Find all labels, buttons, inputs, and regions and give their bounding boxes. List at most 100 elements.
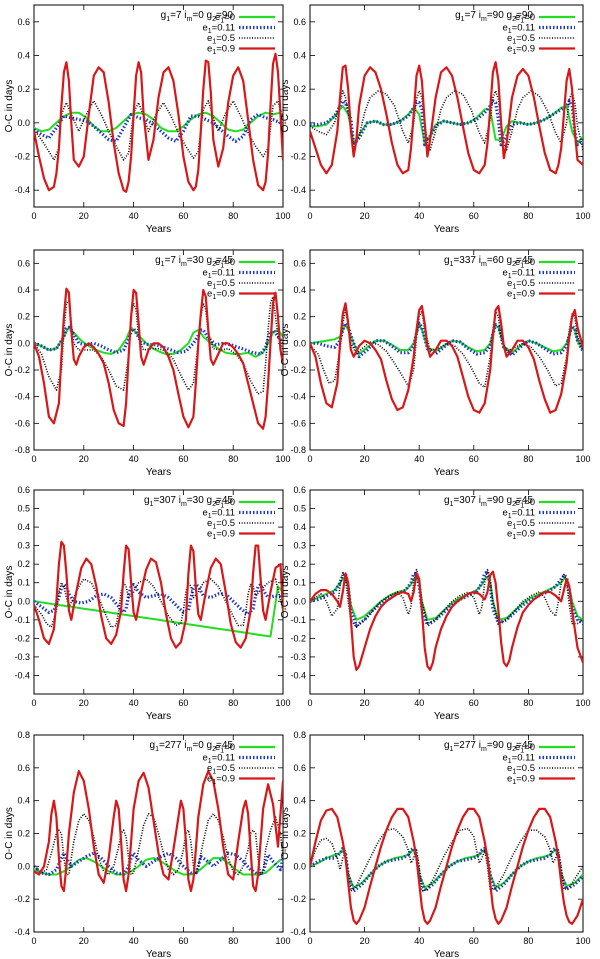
y-tick-label: -0.4 — [14, 670, 30, 680]
legend-label-2: e1=0.11 — [202, 753, 235, 766]
x-tick-label: 80 — [523, 454, 533, 464]
y-tick-label: 0.3 — [17, 541, 30, 551]
y-tick-label: 0.0 — [17, 596, 30, 606]
y-tick-label: -0.1 — [14, 615, 30, 625]
series-line-4 — [310, 570, 583, 672]
series-line-1 — [34, 111, 282, 133]
x-tick-label: 20 — [79, 211, 89, 221]
series-line-4 — [34, 287, 283, 430]
legend-label-3: e1=0.5 — [507, 518, 535, 531]
x-tick-label: 60 — [178, 454, 188, 464]
y-tick-label: 0.2 — [17, 312, 30, 322]
x-tick-label: 40 — [414, 936, 424, 946]
legend-label-4: e1=0.9 — [507, 289, 535, 302]
x-axis-label: Years — [434, 467, 459, 478]
x-axis-label: Years — [146, 949, 171, 959]
panel-title: g1=7 im=90 g2=90 — [455, 10, 533, 23]
y-tick-label: -0.4 — [290, 670, 306, 680]
series-line-1 — [34, 585, 283, 638]
plot-frame — [33, 489, 284, 695]
y-tick-label: 0.2 — [293, 829, 306, 839]
y-axis-label: O-C in days — [4, 807, 15, 860]
y-tick-label: 0.8 — [293, 730, 306, 740]
legend-label-3: e1=0.5 — [207, 763, 235, 776]
x-axis-label: Years — [434, 949, 459, 959]
legend-label-1: e1=0 — [515, 497, 535, 510]
x-tick-label: 100 — [275, 698, 290, 708]
legend-label-4: e1=0.9 — [507, 44, 535, 57]
x-tick-label: 100 — [275, 936, 290, 946]
series-line-4 — [310, 302, 583, 414]
y-tick-label: 0.1 — [293, 578, 306, 588]
y-tick-label: 0.0 — [293, 118, 306, 128]
plot-frame — [33, 4, 284, 208]
y-axis-label: O-C in days — [4, 324, 15, 377]
x-tick-label: 0 — [31, 936, 36, 946]
y-tick-label: 0.8 — [17, 730, 30, 740]
x-tick-label: 40 — [129, 454, 139, 464]
y-tick-label: 0.4 — [17, 285, 30, 295]
panel-title: g1=307 im=30 g2=45 — [144, 495, 233, 508]
legend-label-4: e1=0.9 — [207, 529, 235, 542]
x-tick-label: 20 — [360, 698, 370, 708]
panel-6: -0.4 -0.3 -0.2 -0.1 0.0 0.1 0.2 0.3 0.4 0.5 0.6 0 20… — [280, 485, 591, 722]
legend-label-3: e1=0.5 — [207, 518, 235, 531]
y-tick-label: -0.2 — [290, 365, 306, 375]
y-tick-label: -0.4 — [14, 392, 30, 402]
y-tick-label: -0.1 — [290, 615, 306, 625]
y-tick-label: -0.3 — [14, 652, 30, 662]
panel-title: g1=337 im=60 g2=45 — [444, 255, 533, 268]
panel-7: -0.4 -0.2 0.0 0.2 0.4 0.6 0.8 0 20 40 60 80 100 Years… — [4, 730, 291, 959]
x-tick-label: 0 — [31, 211, 36, 221]
y-tick-label: 0.0 — [17, 861, 30, 871]
panel-title: g1=277 im=0 g2=45 — [150, 740, 234, 753]
y-tick-label: 0.6 — [17, 17, 30, 27]
y-tick-label: -0.6 — [14, 418, 30, 428]
y-tick-label: 0.5 — [17, 504, 30, 514]
y-tick-label: 0.3 — [293, 541, 306, 551]
y-tick-label: 0.6 — [293, 17, 306, 27]
y-tick-label: 0.6 — [17, 763, 30, 773]
series-line-4 — [34, 769, 283, 893]
panel-title: g1=277 im=90 g2=45 — [444, 740, 533, 753]
x-tick-label: 100 — [575, 454, 590, 464]
y-axis-label: O-C in days — [4, 566, 15, 619]
series-line-4 — [310, 61, 583, 175]
x-tick-label: 60 — [178, 211, 188, 221]
legend-label-2: e1=0.11 — [202, 508, 235, 521]
panel-2: -0.4 -0.2 0.0 0.2 0.4 0.6 0 20 40 60 80 100 Years O-C… — [280, 4, 591, 235]
y-tick-label: -0.2 — [290, 152, 306, 162]
x-tick-label: 0 — [307, 936, 312, 946]
legend-label-3: e1=0.5 — [207, 278, 235, 291]
legend-label-2: e1=0.11 — [502, 23, 535, 36]
panel-8: -0.4 -0.2 0.0 0.2 0.4 0.6 0.8 0 20 40 60 80 100 Years… — [280, 730, 591, 959]
plot-frame — [33, 734, 284, 933]
x-axis-label: Years — [434, 224, 459, 235]
y-axis-label: O-C in days — [280, 807, 291, 860]
series-line-2 — [34, 325, 283, 356]
x-tick-label: 0 — [31, 698, 36, 708]
x-tick-label: 80 — [523, 936, 533, 946]
x-tick-label: 80 — [228, 936, 238, 946]
x-tick-label: 100 — [275, 211, 290, 221]
x-axis-label: Years — [146, 224, 171, 235]
panel-5: -0.4 -0.3 -0.2 -0.1 0.0 0.1 0.2 0.3 0.4 0.5 0.6 0 20… — [4, 485, 291, 722]
x-tick-label: 0 — [307, 454, 312, 464]
legend-label-1: e1=0 — [515, 12, 535, 25]
y-tick-label: -0.2 — [14, 633, 30, 643]
y-tick-label: -0.4 — [14, 927, 30, 937]
x-tick-label: 80 — [228, 698, 238, 708]
y-tick-label: 0.2 — [293, 84, 306, 94]
x-tick-label: 100 — [575, 698, 590, 708]
legend-label-4: e1=0.9 — [207, 289, 235, 302]
legend-label-4: e1=0.9 — [207, 774, 235, 787]
panel-1: -0.4 -0.2 0.0 0.2 0.4 0.6 0 20 40 60 80 100 Years O-C… — [4, 4, 291, 235]
legend-label-2: e1=0.11 — [502, 753, 535, 766]
y-tick-label: 0.4 — [17, 522, 30, 532]
x-tick-label: 0 — [307, 698, 312, 708]
x-tick-label: 20 — [360, 211, 370, 221]
legend-label-4: e1=0.9 — [207, 44, 235, 57]
x-axis-label: Years — [434, 711, 459, 722]
